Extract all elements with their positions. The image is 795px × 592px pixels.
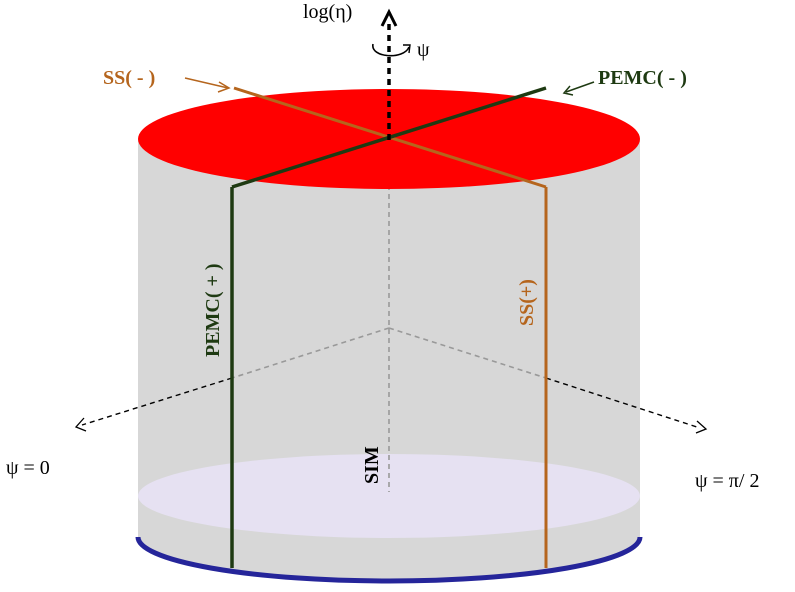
psi-zero-label: ψ = 0 — [6, 457, 50, 479]
pemc-minus-pointer — [565, 81, 595, 93]
log-eta-arrowhead — [380, 8, 398, 27]
bottom-disk — [138, 454, 640, 538]
psi-half-pi-arrowhead — [695, 420, 708, 434]
sim-label: SIM — [361, 446, 383, 484]
outer-axes — [81, 377, 701, 429]
ss-minus-pointer-head — [217, 81, 231, 93]
pemc-plus-label: PEMC( + ) — [202, 263, 224, 357]
ss-plus-label: SS(+) — [516, 279, 538, 326]
pemc-minus-pointer-head — [562, 85, 574, 96]
psi-rotation-label: ψ — [417, 39, 430, 61]
psi-zero-arrowhead — [74, 417, 87, 432]
hidden-axes — [231, 140, 547, 492]
bottom-rim — [135, 536, 643, 584]
log-eta-label: log(η) — [303, 1, 352, 23]
ss-minus-pointer — [184, 77, 229, 89]
pemc-minus-label: PEMC( - ) — [598, 67, 687, 89]
rotation-arc — [372, 43, 410, 57]
psi-half-pi-label: ψ = π/ 2 — [695, 470, 759, 492]
rotation-arrowhead — [403, 44, 411, 54]
ss-minus-label: SS( - ) — [103, 67, 155, 89]
